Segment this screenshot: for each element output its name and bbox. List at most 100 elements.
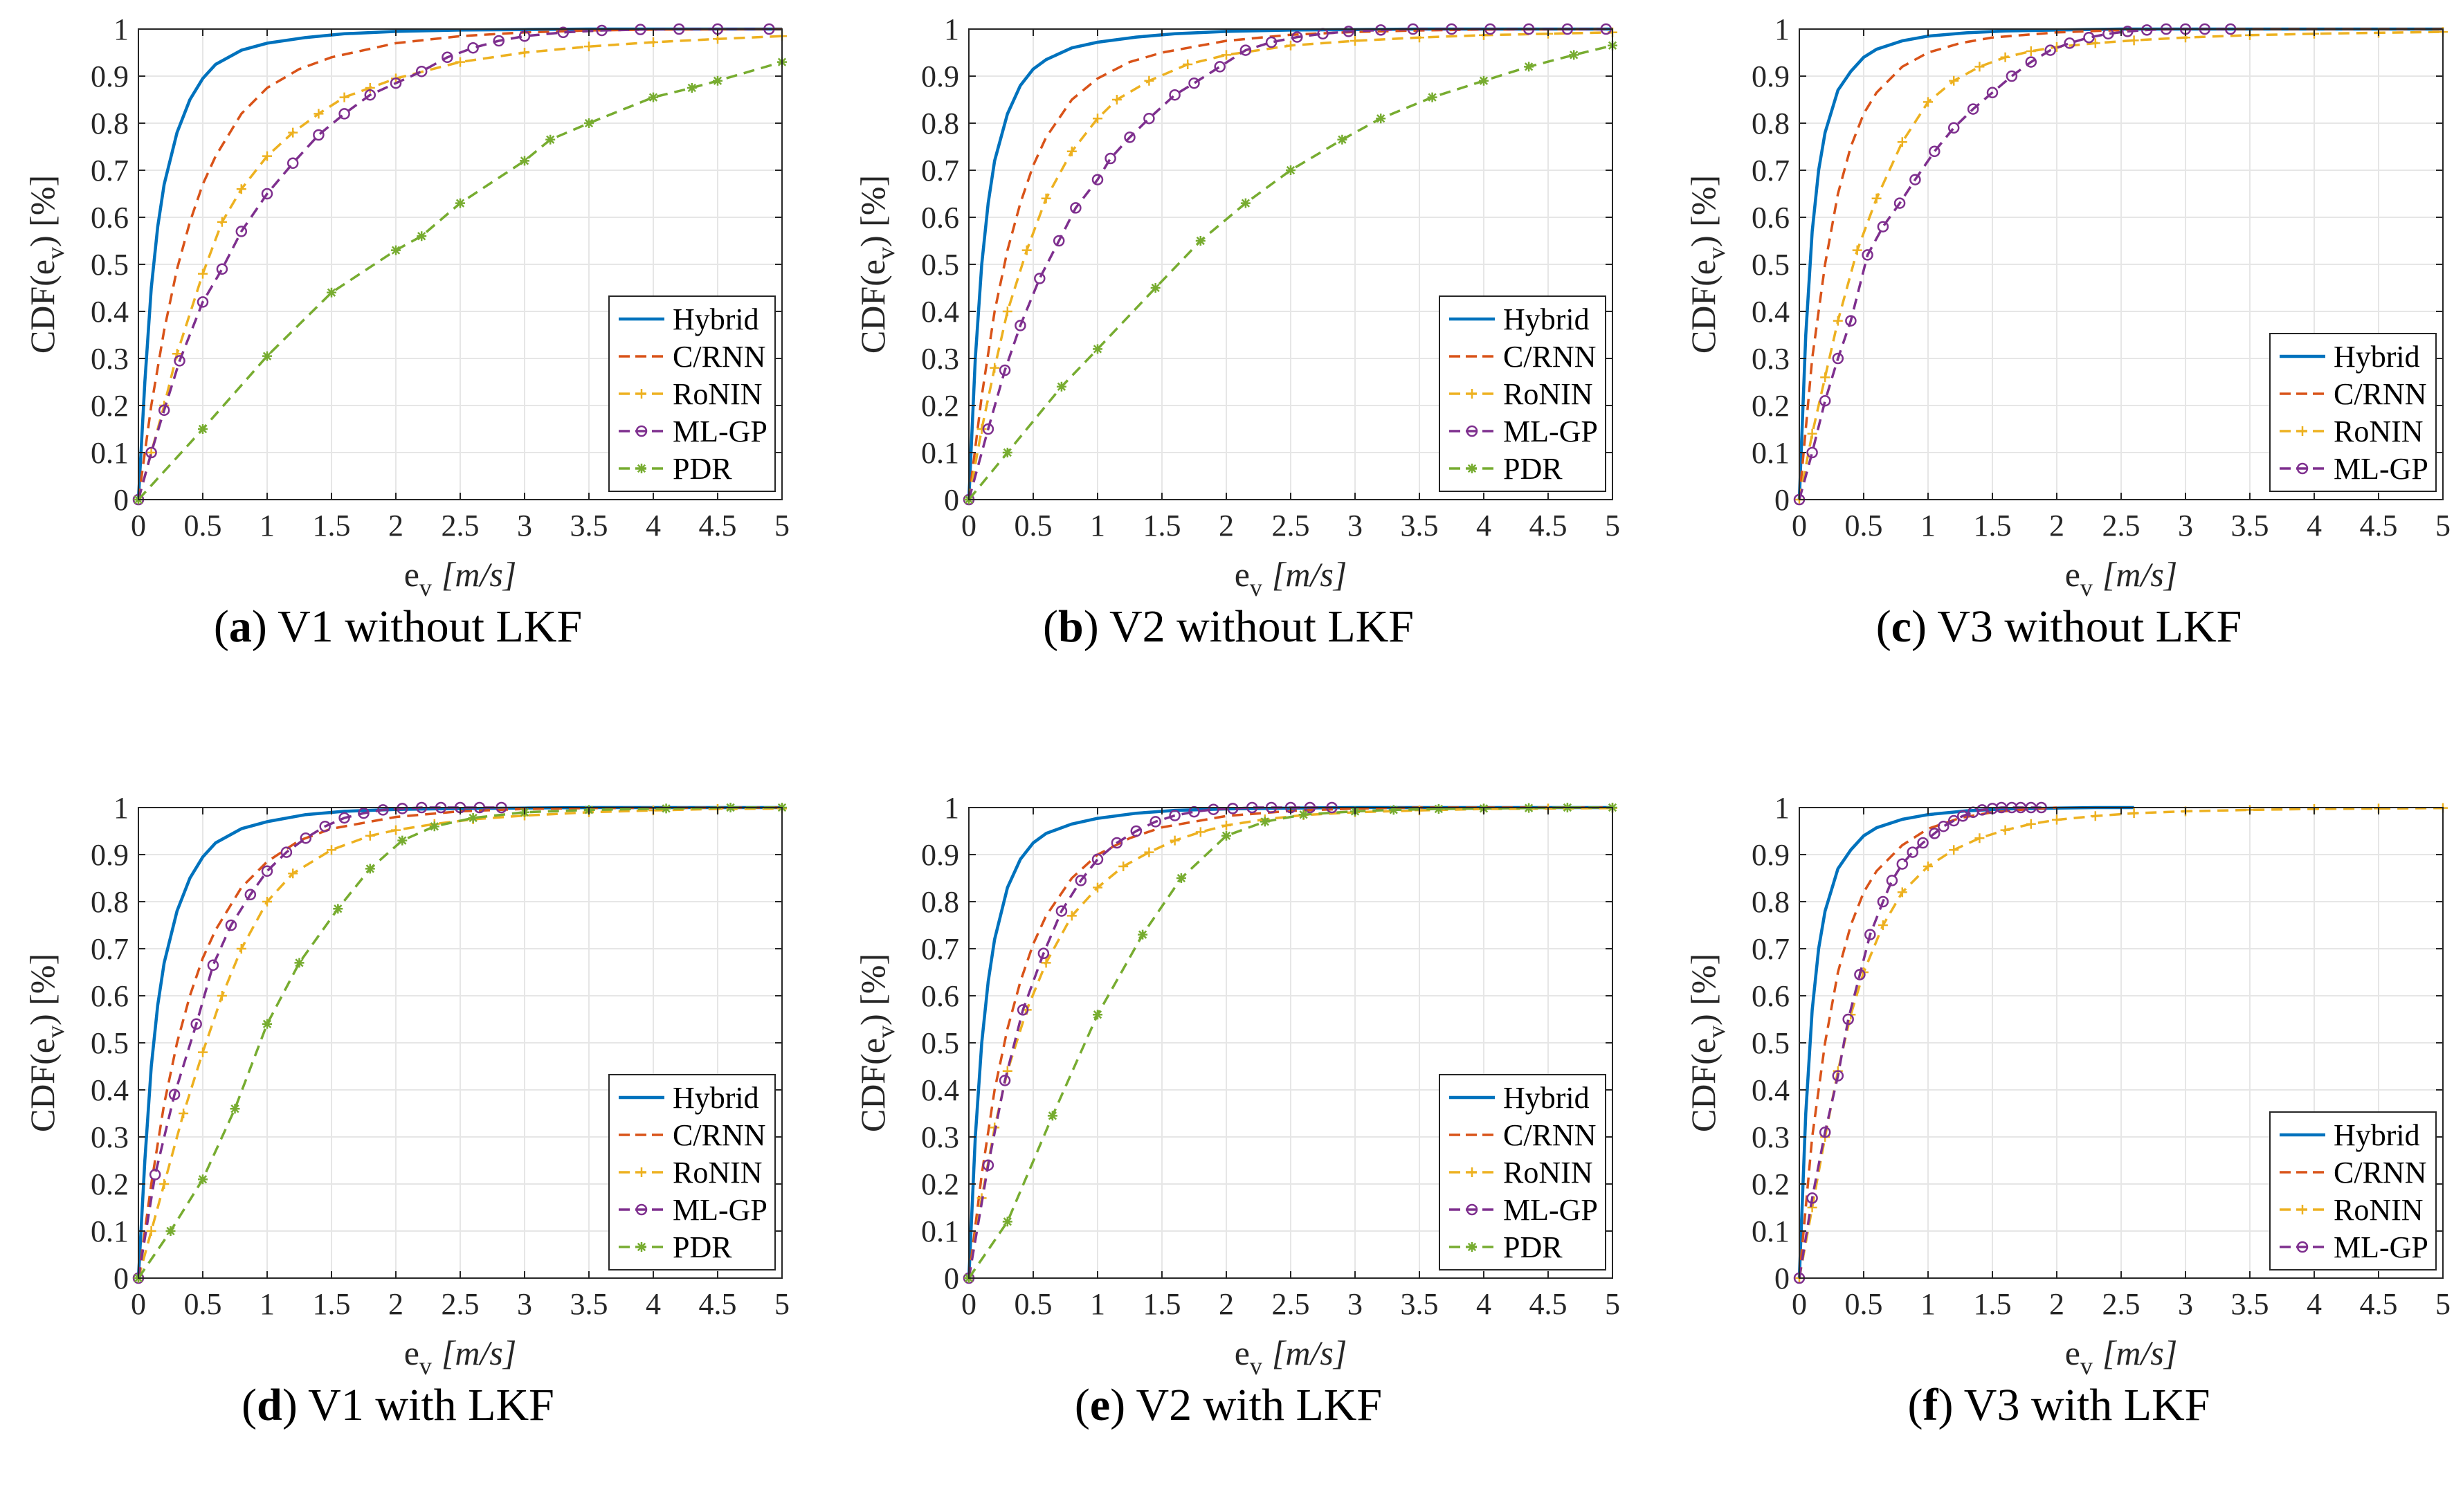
- point-ronin: [1974, 62, 1985, 72]
- point-ml-gp: [596, 24, 608, 37]
- point-ronin: [339, 92, 349, 102]
- point-ronin: [1093, 882, 1102, 893]
- x-axis-label-unit: [m/s]: [1272, 1333, 1347, 1372]
- tick-labels: 0 0.5 1 1.5 2 2.5 3 3.5 4 4.5 5 0 0.1 0.2 0.3 0.4 0.5 0.6…: [1752, 12, 2451, 543]
- caption-e-text: V2 with LKF: [1136, 1380, 1383, 1430]
- point-ronin: [288, 127, 298, 138]
- point-ml-gp: [982, 1159, 994, 1172]
- x-tick-label: 4: [1476, 1287, 1491, 1321]
- point-ronin: [159, 1179, 170, 1189]
- x-axis-label-unit: [m/s]: [2102, 1333, 2177, 1372]
- x-axis-label: ev [m/s]: [404, 1333, 517, 1380]
- caption-d-text: V1 with LKF: [308, 1380, 554, 1430]
- x-tick-label: 3: [517, 509, 532, 543]
- point-ml-gp: [1929, 145, 1941, 158]
- point-ronin: [2090, 38, 2100, 48]
- point-ml-gp: [358, 807, 370, 819]
- point-ronin: [1878, 920, 1888, 930]
- y-tick-label: 0.4: [91, 1073, 129, 1107]
- point-pdr: [468, 812, 478, 823]
- point-ronin: [990, 363, 1000, 373]
- x-tick-label: 3: [2178, 1287, 2193, 1321]
- legend-label-c-rnn: C/RNN: [673, 340, 765, 374]
- point-pdr: [1427, 92, 1437, 102]
- point-ml-gp: [287, 157, 299, 170]
- point-ml-gp: [1053, 235, 1065, 247]
- point-ronin: [179, 1109, 189, 1118]
- legend-label-hybrid: Hybrid: [1503, 1081, 1590, 1115]
- x-tick-label: 0: [961, 509, 976, 543]
- point-pdr: [165, 1226, 176, 1236]
- x-tick-label: 5: [2435, 509, 2451, 543]
- point-pdr: [1056, 381, 1066, 392]
- point-ml-gp: [1986, 86, 1999, 99]
- x-tick-label: 0: [131, 509, 146, 543]
- y-tick-label: 0.2: [91, 389, 129, 423]
- x-tick-label: 2.5: [2102, 509, 2141, 543]
- legend-label-ml-gp: ML-GP: [1503, 1193, 1598, 1227]
- caption-d-letter: d: [257, 1380, 282, 1430]
- y-tick-label: 0.9: [91, 60, 129, 93]
- y-tick-label: 0: [113, 483, 129, 517]
- tick-labels: 0 0.5 1 1.5 2 2.5 3 3.5 4 4.5 5 0 0.1 0.2 0.3 0.4 0.5 0.6…: [921, 791, 1620, 1321]
- legend-item-ml-gp: ML-GP: [1449, 1193, 1598, 1227]
- x-axis-label-base: e: [1235, 555, 1250, 594]
- y-axis-label-end: ) [%]: [853, 954, 892, 1026]
- point-ml-gp: [1075, 875, 1087, 886]
- series-line-ronin: [1798, 30, 2444, 500]
- caption-a-text: V1 without LKF: [278, 601, 583, 652]
- legend-marker-ml-gp: [635, 1203, 648, 1216]
- legend-item-ml-gp: ML-GP: [2280, 1230, 2428, 1264]
- y-tick-label: 0.3: [921, 342, 959, 376]
- legend-marker-pdr: [1467, 1242, 1477, 1252]
- point-pdr: [429, 821, 439, 832]
- x-axis-label-sub: v: [1250, 1352, 1262, 1380]
- x-axis-label-unit: [m/s]: [2102, 555, 2177, 594]
- panel-e: 0 0.5 1 1.5 2 2.5 3 3.5 4 4.5 5 0 0.1 0.2 0.3 0.4 0.5 0.6…: [830, 778, 1626, 1512]
- point-ronin: [1002, 307, 1012, 316]
- x-tick-label: 3: [1347, 509, 1363, 543]
- point-ml-gp: [1037, 947, 1050, 960]
- legend-item-pdr: PDR: [1449, 452, 1563, 486]
- legend-label-hybrid: Hybrid: [673, 302, 759, 336]
- point-ronin: [1170, 835, 1180, 846]
- point-ml-gp: [1214, 61, 1226, 73]
- x-tick-label: 2: [2049, 509, 2064, 543]
- point-ronin: [455, 57, 465, 67]
- x-tick-label: 4.5: [2360, 509, 2398, 543]
- point-ml-gp: [1862, 249, 1873, 261]
- x-axis-label: ev [m/s]: [2065, 1333, 2178, 1380]
- point-ml-gp: [1832, 352, 1844, 365]
- point-ml-gp: [1967, 103, 1979, 115]
- point-ml-gp: [1169, 89, 1181, 101]
- legend-item-c-rnn: C/RNN: [619, 1118, 765, 1152]
- x-tick-label: 2.5: [442, 1287, 480, 1321]
- legend-box: [2269, 333, 2437, 492]
- legend-label-ml-gp: ML-GP: [2334, 1230, 2428, 1264]
- point-ml-gp: [1265, 36, 1278, 48]
- legend-label-hybrid: Hybrid: [2334, 1118, 2420, 1152]
- legend-item-ml-gp: ML-GP: [619, 1193, 767, 1227]
- x-tick-label: 1.5: [313, 509, 351, 543]
- x-tick-label: 1: [1090, 1287, 1105, 1321]
- y-tick-label: 0.8: [91, 885, 129, 919]
- point-ronin: [217, 217, 227, 227]
- legend-label-ronin: RoNIN: [2334, 1193, 2424, 1227]
- point-pdr: [230, 1104, 240, 1114]
- point-ronin: [1118, 862, 1129, 871]
- x-axis-label-sub: v: [1250, 574, 1262, 601]
- point-ronin: [1949, 75, 1959, 86]
- x-axis-label: ev [m/s]: [2065, 555, 2178, 601]
- series-line-pdr: [967, 806, 1612, 1279]
- legend-item-hybrid: Hybrid: [1449, 1081, 1590, 1115]
- point-ronin: [236, 184, 246, 194]
- y-tick-label: 0.7: [91, 154, 129, 188]
- x-tick-label: 4: [1476, 509, 1491, 543]
- legend-label-c-rnn: C/RNN: [2334, 377, 2426, 411]
- legend-marker-ronin: [2298, 426, 2307, 436]
- y-tick-label: 0.6: [921, 201, 959, 235]
- y-axis-label: CDF(ev) [%]: [23, 175, 69, 354]
- y-tick-label: 0.3: [921, 1120, 959, 1154]
- x-tick-label: 1: [260, 509, 275, 543]
